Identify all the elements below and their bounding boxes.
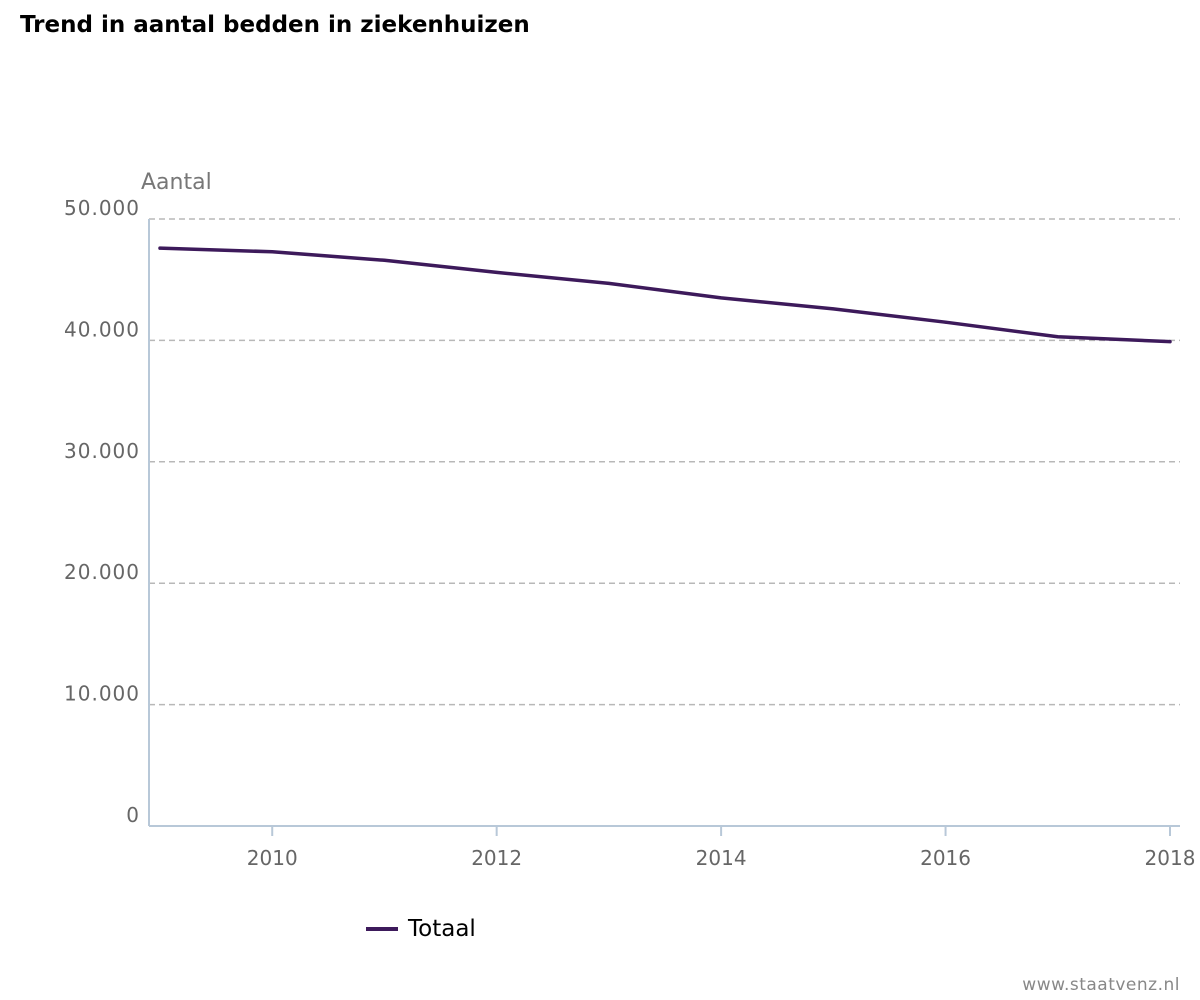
x-tick-label-2014: 2014 (696, 846, 747, 870)
data-point-2015 (831, 307, 835, 311)
data-point-2009 (158, 246, 162, 250)
data-point-2018 (1168, 340, 1172, 344)
x-tick-label-2016: 2016 (920, 846, 971, 870)
x-axis-ticks: 2010 2012 2014 2016 2018 (247, 826, 1196, 870)
data-point-2014 (719, 296, 723, 300)
y-tick-label-20000: 20.000 (64, 560, 140, 584)
data-point-2010 (270, 250, 274, 254)
y-tick-label-30000: 30.000 (64, 439, 140, 463)
legend[interactable]: Totaal (366, 916, 476, 942)
chart-title: Trend in aantal bedden in ziekenhuizen (20, 12, 530, 38)
data-point-2011 (382, 258, 386, 262)
data-point-2016 (944, 320, 948, 324)
axes (148, 219, 1180, 827)
data-point-2017 (1056, 335, 1060, 339)
y-axis-ticks: 0 10.000 20.000 30.000 40.000 50.000 (64, 196, 140, 827)
data-point-2013 (607, 281, 611, 285)
y-tick-label-40000: 40.000 (64, 317, 140, 341)
source-link[interactable]: www.staatvenz.nl (1022, 975, 1180, 995)
y-tick-label-50000: 50.000 (64, 196, 140, 220)
y-tick-label-10000: 10.000 (64, 682, 140, 706)
data-point-2012 (495, 270, 499, 274)
legend-swatch-totaal (366, 927, 398, 931)
x-tick-label-2010: 2010 (247, 846, 298, 870)
line-chart: Aantal 0 10.000 20.000 30.000 40.000 50.000 2… (64, 170, 1196, 870)
series-group (158, 246, 1172, 344)
series-line-totaal (158, 246, 1172, 344)
x-tick-label-2012: 2012 (471, 846, 522, 870)
y-axis-label: Aantal (141, 170, 212, 195)
y-tick-label-0: 0 (126, 803, 140, 827)
gridlines (149, 218, 1180, 706)
x-tick-label-2018: 2018 (1145, 846, 1196, 870)
legend-label-totaal: Totaal (408, 916, 476, 942)
